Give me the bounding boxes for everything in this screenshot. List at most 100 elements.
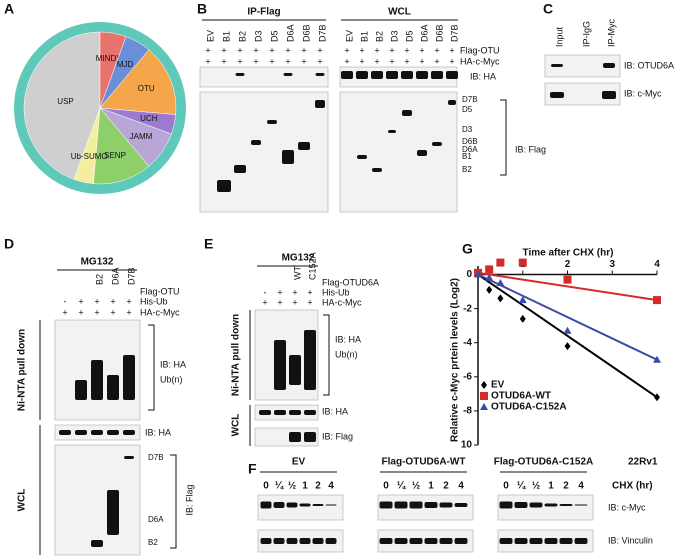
band <box>529 538 543 544</box>
sign: + <box>205 45 210 55</box>
band <box>260 501 272 509</box>
sign: + <box>277 287 282 297</box>
band <box>550 92 564 98</box>
bracket <box>148 324 155 411</box>
lane-label: IP-IgG <box>581 21 591 47</box>
group-label: EV <box>292 457 306 468</box>
band <box>75 380 87 400</box>
sign: + <box>374 45 379 55</box>
label: HA-c-Myc <box>460 56 500 66</box>
point <box>564 342 571 351</box>
family-sector <box>93 107 150 185</box>
family-label: JAMM <box>130 132 153 141</box>
marker-label: B2 <box>462 165 472 174</box>
band <box>273 502 285 508</box>
group-label: WCL <box>388 7 411 18</box>
cell-line: 22Rv1 <box>628 457 658 468</box>
lane-label: EV <box>205 30 215 42</box>
lane-label: D5 <box>404 30 414 42</box>
marker-label: D6A <box>148 515 164 524</box>
band <box>394 538 408 544</box>
label: HA-c-Myc <box>140 307 180 317</box>
legend-label: EV <box>491 380 505 391</box>
band <box>446 71 458 79</box>
family-label: MINDY <box>96 54 122 63</box>
family-label: UCH <box>140 114 158 123</box>
sign: + <box>78 307 83 317</box>
lane-label: EV <box>344 30 354 42</box>
point <box>474 270 482 278</box>
lane-label: B1 <box>359 31 369 42</box>
blot <box>257 494 344 521</box>
treatment: MG132 <box>81 257 114 268</box>
band <box>289 355 301 385</box>
sign: - <box>264 287 267 297</box>
band <box>123 355 135 400</box>
lane-label: D6A <box>419 24 429 42</box>
band <box>217 180 231 192</box>
family-label: MJD <box>117 60 134 69</box>
blot-label: IB: HA <box>335 334 361 344</box>
band <box>341 71 353 79</box>
sign: + <box>317 45 322 55</box>
point <box>653 355 661 363</box>
lane-label: D7B <box>126 267 136 285</box>
family-sector <box>73 107 101 184</box>
band <box>417 150 427 156</box>
lane-label: D7B <box>449 24 459 42</box>
blot-label: IB: HA <box>145 427 171 437</box>
label: Flag-OTU <box>460 45 500 55</box>
panel-letter: D <box>4 236 14 252</box>
band <box>371 71 383 79</box>
legend-swatch <box>481 381 487 389</box>
legend-label: OTUD6A-C152A <box>491 402 567 413</box>
point <box>519 314 526 323</box>
panel-letter: A <box>4 1 14 17</box>
x-tick-label: 4 <box>654 259 660 270</box>
sign: + <box>307 287 312 297</box>
band <box>386 71 398 79</box>
band <box>259 410 271 415</box>
y-tick-label: -8 <box>463 406 472 417</box>
trend-line <box>477 273 658 399</box>
band <box>312 538 324 544</box>
band <box>499 538 513 544</box>
band <box>107 430 119 435</box>
x-tick-label: 3 <box>609 259 615 270</box>
blot-label: IB: c-Myc <box>624 88 662 98</box>
band <box>574 538 588 544</box>
time-label: 1 <box>302 481 308 492</box>
sign: + <box>205 56 210 66</box>
sign: + <box>237 56 242 66</box>
label: His-Ub <box>322 287 350 297</box>
y-axis-title: Relative c-Myc prtein levels (Log2) <box>450 278 461 442</box>
family-label: OTU <box>138 84 155 93</box>
trend-line <box>477 273 658 361</box>
band <box>123 430 135 435</box>
band <box>514 538 528 544</box>
band <box>394 501 408 509</box>
point <box>563 326 572 334</box>
blot-label: IB: Flag <box>184 484 194 515</box>
marker-label: D6A <box>462 145 478 154</box>
time-label: 4 <box>328 481 334 492</box>
sign: + <box>344 56 349 66</box>
time-label: 2 <box>315 481 321 492</box>
sign: + <box>419 56 424 66</box>
lane-label: D6A <box>110 267 120 285</box>
sign: + <box>285 56 290 66</box>
lane-label: B1 <box>221 31 231 42</box>
point <box>563 275 572 284</box>
time-label: 0 <box>263 481 269 492</box>
sign: + <box>292 287 297 297</box>
band <box>325 504 337 506</box>
blot <box>254 427 319 447</box>
label: HA-c-Myc <box>322 297 362 307</box>
y-tick-label: -6 <box>463 371 472 382</box>
band <box>75 430 87 435</box>
marker-label: D3 <box>462 125 473 134</box>
lane-label: WT <box>292 266 302 280</box>
sign: + <box>434 56 439 66</box>
band <box>124 456 134 459</box>
sign: + <box>269 56 274 66</box>
